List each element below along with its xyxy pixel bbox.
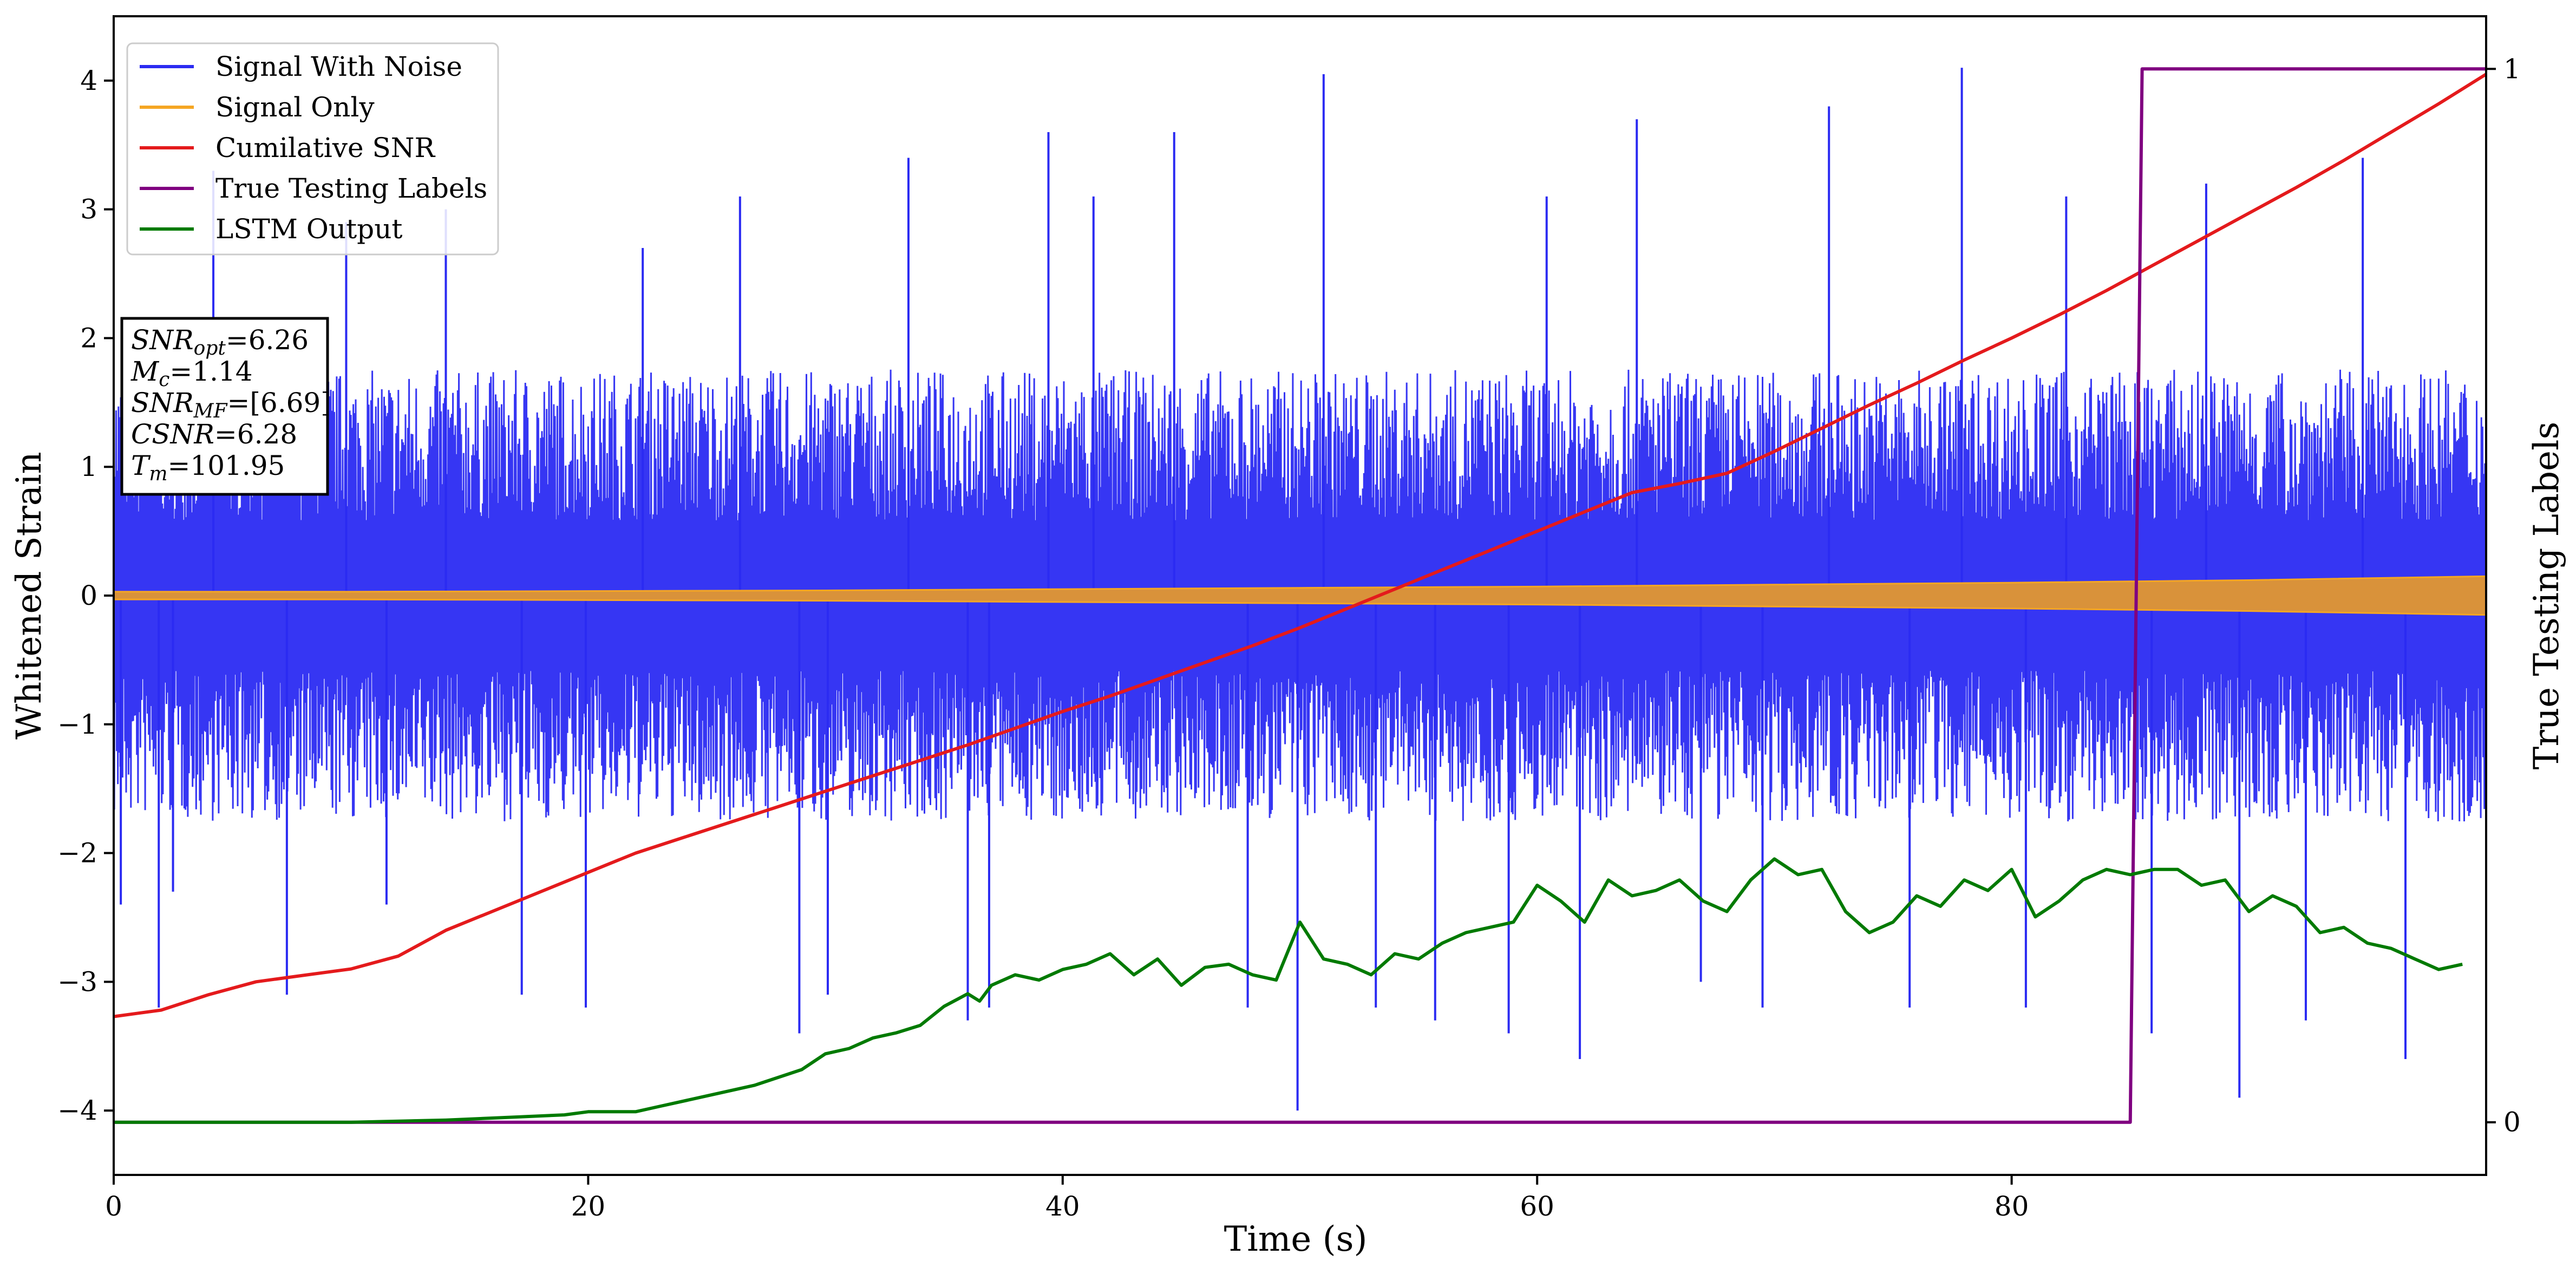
- y-axis-right: 01: [2486, 53, 2521, 1138]
- legend-label: Signal Only: [215, 92, 375, 123]
- y2-tick-label: 1: [2503, 53, 2521, 84]
- y2-axis-title: True Testing Labels: [2527, 422, 2567, 770]
- series-signal-only: [114, 575, 2486, 616]
- stats-line: Mc=1.14: [130, 356, 253, 391]
- y-tick-label: −3: [57, 966, 97, 997]
- legend-box: [126, 42, 499, 256]
- stats-line: SNRopt=6.26: [131, 324, 309, 360]
- series-true-testing-labels: [114, 67, 2486, 1124]
- stats-box: [120, 317, 329, 496]
- legend-label: LSTM Output: [215, 213, 402, 245]
- x-tick-label: 80: [1995, 1191, 2029, 1222]
- y-tick-label: 0: [80, 580, 97, 611]
- series-layer: [114, 67, 2486, 1124]
- y-axis-title: Whitened Strain: [9, 452, 49, 739]
- y-tick-label: 3: [80, 194, 97, 225]
- legend: Signal With Noise Signal Only Cumilative S…: [126, 42, 499, 256]
- x-tick-label: 0: [105, 1191, 122, 1222]
- stats-line: SNRMF=[6.69]: [131, 387, 331, 422]
- stats-line: Tm=101.95: [131, 450, 285, 485]
- y-tick-label: 4: [80, 65, 97, 96]
- y-tick-label: −2: [57, 838, 97, 869]
- stats-annotation: SNRopt=6.26Mc=1.14SNRMF=[6.69]CSNR=6.28T…: [120, 317, 331, 496]
- x-tick-label: 60: [1520, 1191, 1554, 1222]
- y-tick-label: 1: [80, 451, 97, 482]
- y-tick-label: 2: [80, 322, 97, 354]
- legend-label: Cumilative SNR: [215, 132, 435, 164]
- legend-label: Signal With Noise: [215, 51, 462, 82]
- y-tick-label: −4: [57, 1095, 97, 1126]
- x-tick-label: 20: [571, 1191, 606, 1222]
- legend-label: True Testing Labels: [215, 173, 487, 204]
- x-tick-label: 40: [1045, 1191, 1080, 1222]
- stats-line: CSNR=6.28: [131, 419, 297, 450]
- y-axis-left: −4 −3 −2 −1 0 1 2 3 4: [57, 65, 114, 1126]
- x-axis-title: Time (s): [1224, 1219, 1368, 1259]
- x-axis: 0 20 40 60 80: [105, 1175, 2029, 1222]
- series-cumulative-snr: [114, 73, 2486, 1018]
- y2-tick-label: 0: [2503, 1107, 2521, 1138]
- y-tick-label: −1: [57, 709, 97, 740]
- series-lstm-output: [114, 857, 2463, 1124]
